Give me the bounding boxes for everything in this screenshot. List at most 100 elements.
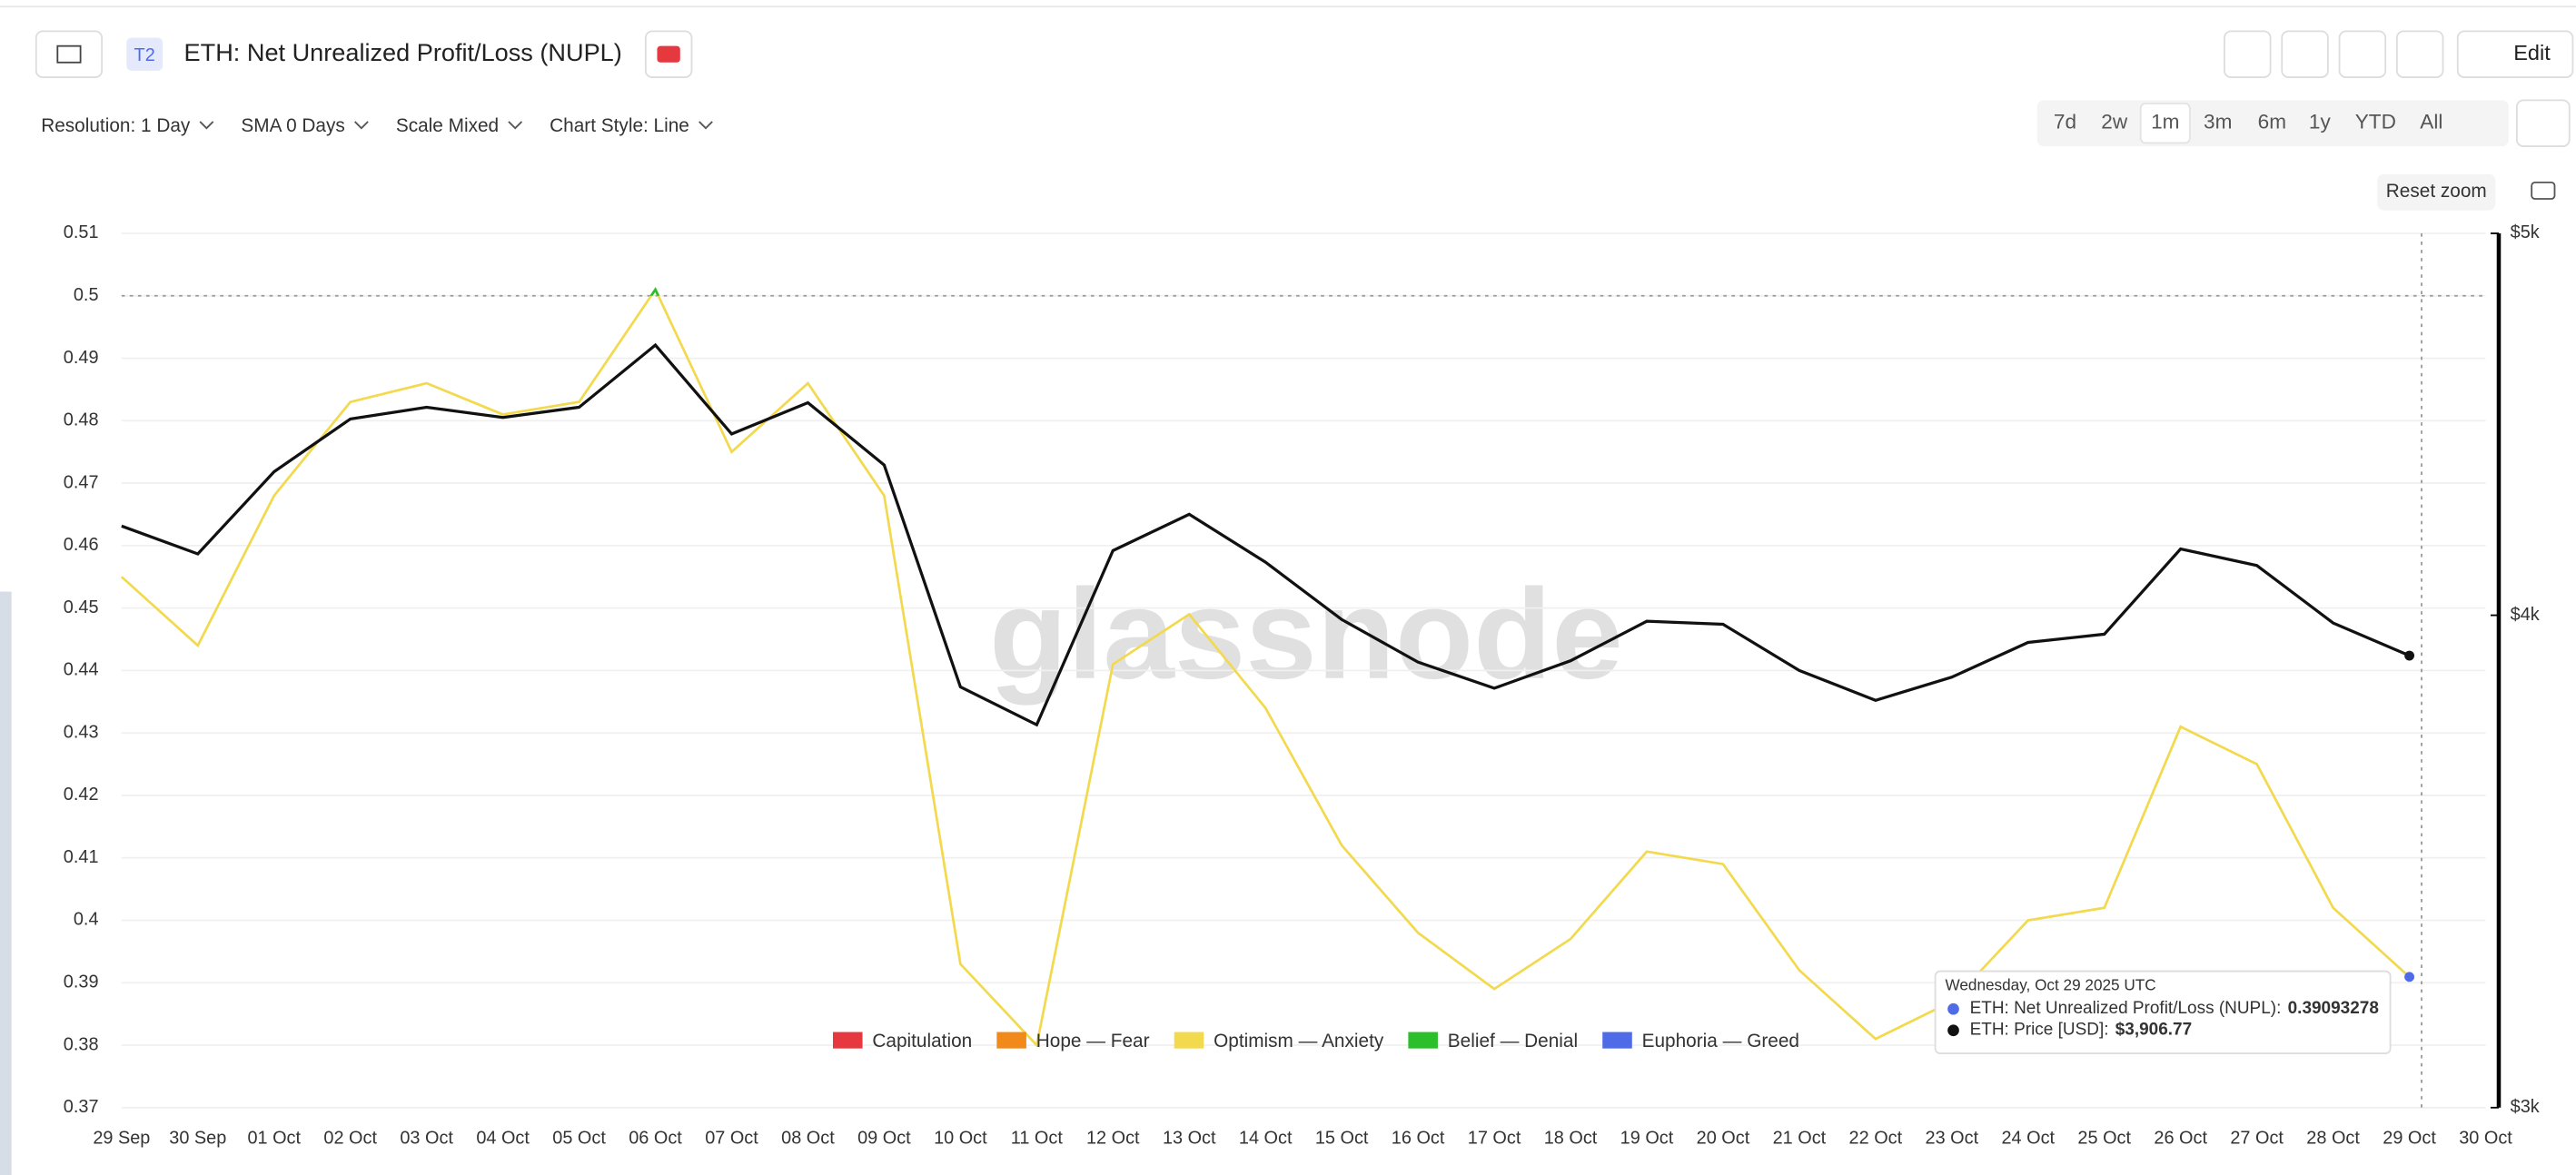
x-tick-label: 11 Oct [1011,1128,1064,1148]
legend-swatch [996,1032,1026,1049]
y-tick-label: 0.45 [64,597,99,617]
x-tick-label: 15 Oct [1315,1128,1369,1148]
y2-tick-label: $3k [2511,1097,2540,1117]
x-tick-label: 17 Oct [1468,1128,1521,1148]
control-dropdown[interactable]: Chart Style: Line [550,115,689,136]
share-button[interactable] [2338,30,2387,78]
reset-zoom-label: Reset zoom [2386,181,2487,202]
copy-button[interactable] [2395,30,2444,78]
x-tick-label: 16 Oct [1392,1128,1445,1148]
x-tick-label: 18 Oct [1544,1128,1598,1148]
x-tick-label: 23 Oct [1926,1128,1979,1148]
legend-label[interactable]: Optimism — Anxiety [1214,1031,1384,1052]
range-button[interactable]: 7d [2054,111,2076,133]
y-tick-label: 0.43 [64,722,99,742]
x-tick-label: 07 Oct [705,1128,758,1148]
tooltip-dot [1947,1002,1959,1015]
control-dropdown[interactable]: Scale Mixed [396,115,499,136]
x-tick-label: 03 Oct [400,1128,453,1148]
tooltip-dot [1947,1024,1959,1037]
dropdown-caret [698,121,713,130]
tooltip-date: Wednesday, Oct 29 2025 UTC [1945,975,2155,993]
y-tick-label: 0.41 [64,847,99,867]
y-tick-label: 0.44 [64,660,99,680]
page-title: ETH: Net Unrealized Profit/Loss (NUPL) [184,38,622,66]
range-button[interactable]: 2w [2101,111,2128,133]
legend-label[interactable]: Belief — Denial [1448,1031,1578,1052]
x-tick-label: 02 Oct [323,1128,377,1148]
range-button[interactable]: 1y [2309,111,2332,133]
hover-dot [2404,972,2414,982]
x-tick-label: 21 Oct [1773,1128,1827,1148]
dropdown-caret [199,121,214,130]
y-tick-label: 0.51 [64,222,99,242]
dropdown-caret [354,121,369,130]
control-dropdown[interactable]: SMA 0 Days [241,115,344,136]
badge-box [126,37,163,71]
active-range [2139,103,2191,144]
y-tick-label: 0.39 [64,973,99,992]
y-tick-label: 0.37 [64,1097,99,1117]
calendar-button[interactable] [2515,99,2571,147]
y-tick-label: 0.4 [74,910,99,930]
series-line [120,287,2411,1048]
x-tick-label: 25 Oct [2077,1128,2131,1148]
hover-dot [2404,650,2414,661]
range-button[interactable]: 6m [2258,111,2286,133]
sidebar-toggle[interactable] [35,30,104,78]
range-button[interactable]: All [2420,111,2442,133]
control-dropdown[interactable]: Resolution: 1 Day [41,115,191,136]
x-tick-label: 10 Oct [934,1128,987,1148]
x-tick-label: 28 Oct [2306,1128,2360,1148]
edit-label: Edit [2513,41,2551,64]
x-tick-label: 04 Oct [476,1128,530,1148]
y2-tick-label: $5k [2511,222,2540,242]
legend-swatch [1602,1032,1632,1049]
tooltip-label: ETH: Net Unrealized Profit/Loss (NUPL): [1970,999,2282,1018]
x-tick-label: 30 Sep [169,1128,226,1148]
y-tick-label: 0.42 [64,785,99,805]
x-tick-label: 29 Oct [2383,1128,2436,1148]
x-tick-label: 27 Oct [2230,1128,2284,1148]
youtube-icon [657,45,680,63]
legend-swatch [832,1032,863,1049]
range-button[interactable]: 3m [2204,111,2232,133]
favorite-button[interactable] [2224,30,2272,78]
range-button[interactable]: YTD [2355,111,2396,133]
legend-label[interactable]: Capitulation [872,1031,972,1052]
x-tick-label: 19 Oct [1620,1128,1674,1148]
watermark: glassnode [989,562,1623,706]
x-tick-label: 22 Oct [1849,1128,1903,1148]
sidebar-icon [56,44,82,64]
alert-button[interactable] [2281,30,2329,78]
reset-zoom-button[interactable] [2377,173,2496,211]
y-tick-label: 0.47 [64,472,99,492]
badge: T2 [134,45,155,65]
x-tick-label: 06 Oct [629,1128,682,1148]
camera-icon[interactable] [2531,181,2556,200]
y-tick-label: 0.48 [64,410,99,430]
x-tick-label: 09 Oct [857,1128,911,1148]
x-tick-label: 30 Oct [2459,1128,2512,1148]
x-tick-label: 14 Oct [1239,1128,1293,1148]
y-tick-label: 0.49 [64,348,99,368]
range-button[interactable]: 1m [2151,111,2179,133]
side-scrollbar [0,591,12,1175]
legend-label[interactable]: Euphoria — Greed [1642,1031,1799,1052]
edit-button[interactable] [2456,30,2574,78]
dropdown-caret [508,121,523,130]
x-tick-label: 13 Oct [1163,1128,1216,1148]
legend-swatch [1408,1032,1438,1049]
y-tick-label: 0.38 [64,1034,99,1054]
x-tick-label: 29 Sep [93,1128,150,1148]
x-tick-label: 24 Oct [2001,1128,2055,1148]
x-tick-label: 12 Oct [1086,1128,1140,1148]
tooltip-label: ETH: Price [USD]: [1970,1021,2109,1040]
tooltip-value: 0.39093278 [2288,999,2379,1018]
y-tick-label: 0.5 [74,285,99,305]
y-tick-label: 0.46 [64,535,99,555]
x-tick-label: 26 Oct [2154,1128,2207,1148]
legend-label[interactable]: Hope — Fear [1036,1031,1150,1052]
